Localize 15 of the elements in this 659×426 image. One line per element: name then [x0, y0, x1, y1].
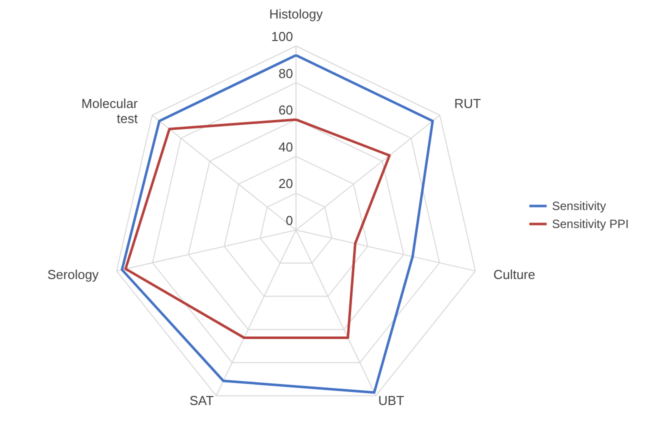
- y-tick-label: 80: [278, 66, 293, 81]
- spoke-label: SAT: [189, 392, 214, 408]
- spoke-label: Serology: [47, 267, 100, 282]
- spoke-label: RUT: [454, 96, 482, 111]
- y-tick-label: 0: [286, 213, 293, 228]
- y-tick-label: 60: [278, 102, 293, 118]
- y-tick-label: 40: [278, 139, 293, 154]
- spoke-label: Culture: [493, 267, 536, 282]
- legend-label: Sensitivity: [552, 199, 606, 213]
- spoke-label: Molecular test: [81, 96, 138, 126]
- spoke-label: Histology: [269, 6, 324, 22]
- spoke-label: UBT: [378, 392, 404, 408]
- y-tick-label: 100: [271, 29, 293, 44]
- legend-label: Sensitivity PPI: [552, 217, 629, 231]
- y-tick-label: 20: [278, 176, 293, 192]
